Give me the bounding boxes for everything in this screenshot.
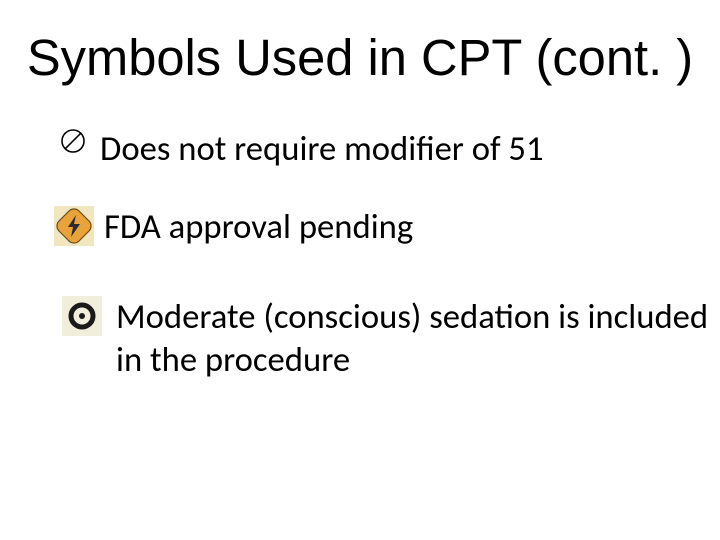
bullseye-icon-svg [62, 296, 102, 336]
slide: Symbols Used in CPT (cont. ) Does not re… [0, 0, 720, 540]
item-fda-pending-text: FDA approval pending [104, 206, 720, 249]
bullseye-icon [48, 296, 116, 336]
warning-bolt-icon [44, 206, 104, 246]
slide-title: Symbols Used in CPT (cont. ) [0, 28, 720, 87]
prohibition-icon-svg [60, 128, 86, 154]
item-no-modifier-51-text: Does not require modifier of 51 [100, 128, 720, 171]
prohibition-icon [46, 128, 100, 154]
item-fda-pending: FDA approval pending [0, 206, 720, 249]
item-no-modifier-51: Does not require modifier of 51 [0, 128, 720, 171]
item-moderate-sedation-text: Moderate (conscious) sedation is include… [116, 296, 720, 383]
warning-bolt-icon-svg [54, 206, 94, 246]
item-moderate-sedation: Moderate (conscious) sedation is include… [0, 296, 720, 383]
